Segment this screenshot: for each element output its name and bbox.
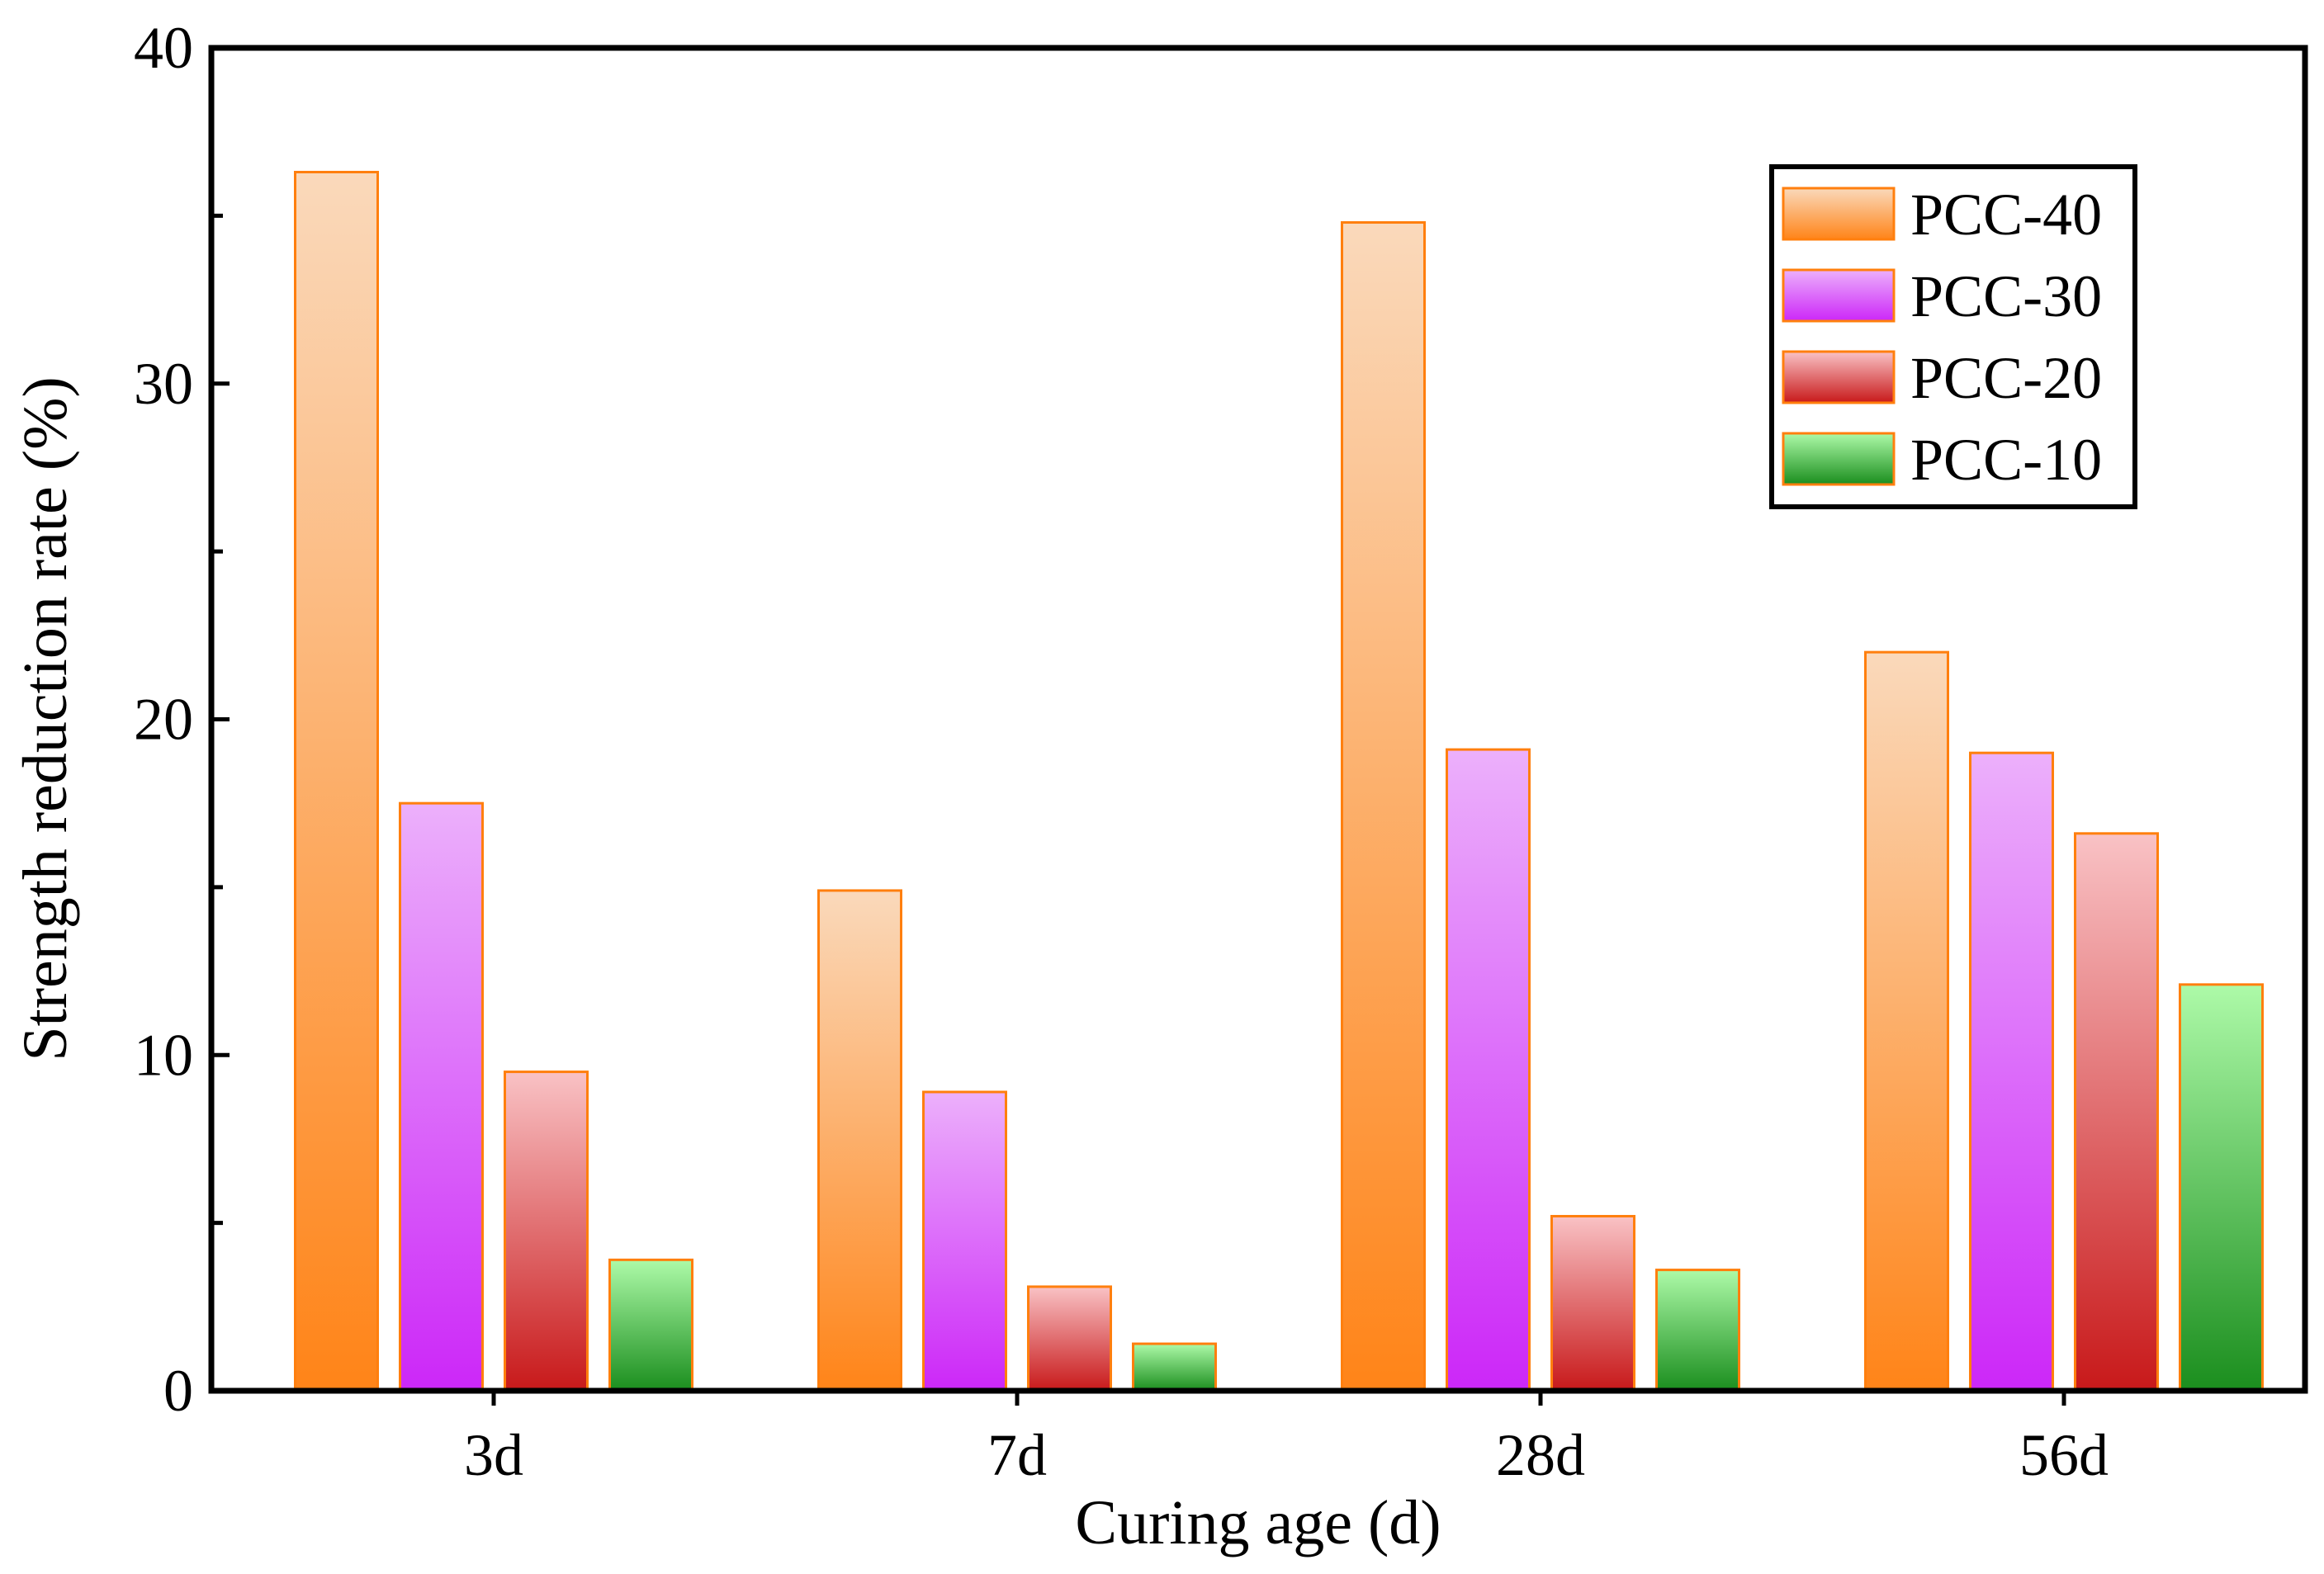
bar-pcc-30-28d: [1446, 748, 1531, 1392]
bar-pcc-10-28d: [1655, 1269, 1740, 1392]
bar-pcc-40-28d: [1341, 221, 1426, 1392]
y-axis: 0 10 20 30 40: [134, 15, 230, 1424]
legend: PCC-40 PCC-30 PCC-20 PCC-10: [1769, 164, 2137, 509]
x-axis: 3d 7d 28d 56d: [464, 1391, 2109, 1488]
bar-pcc-40-56d: [1864, 650, 1949, 1392]
x-axis-title: Curing age (d): [1075, 1488, 1441, 1557]
y-tick-label: 30: [134, 351, 193, 417]
legend-label-pcc-40: PCC-40: [1910, 182, 2102, 248]
legend-swatch-pcc-30: [1782, 268, 1896, 323]
x-tick-label-56d: 56d: [2019, 1422, 2109, 1488]
bar-pcc-40-3d: [294, 170, 379, 1392]
x-tick-label-28d: 28d: [1496, 1422, 1585, 1488]
bar-pcc-30-56d: [1969, 751, 2054, 1392]
legend-swatch-pcc-40: [1782, 187, 1896, 241]
y-tick-label: 20: [134, 687, 193, 753]
y-axis-title: Strength reduction rate (%): [11, 376, 80, 1061]
bar-pcc-30-3d: [399, 801, 484, 1392]
legend-label-pcc-10: PCC-10: [1910, 427, 2102, 493]
bar-pcc-10-3d: [608, 1258, 693, 1392]
y-tick-label: 0: [163, 1358, 193, 1424]
bar-pcc-20-28d: [1550, 1214, 1635, 1392]
y-tick-label: 10: [134, 1022, 193, 1088]
bar-pcc-10-56d: [2179, 983, 2264, 1392]
bar-pcc-40-7d: [817, 889, 902, 1392]
legend-swatch-pcc-20: [1782, 350, 1896, 404]
legend-swatch-pcc-10: [1782, 432, 1896, 486]
bar-pcc-30-7d: [922, 1090, 1007, 1392]
y-tick-label: 40: [134, 15, 193, 81]
bar-pcc-20-3d: [504, 1071, 589, 1392]
bar-pcc-20-7d: [1027, 1285, 1112, 1392]
bar-pcc-20-56d: [2074, 832, 2159, 1392]
x-tick-label-3d: 3d: [464, 1422, 523, 1488]
x-tick-label-7d: 7d: [987, 1422, 1047, 1488]
legend-label-pcc-20: PCC-20: [1910, 345, 2102, 411]
bar-pcc-10-7d: [1132, 1342, 1217, 1392]
legend-label-pcc-30: PCC-30: [1910, 263, 2102, 329]
